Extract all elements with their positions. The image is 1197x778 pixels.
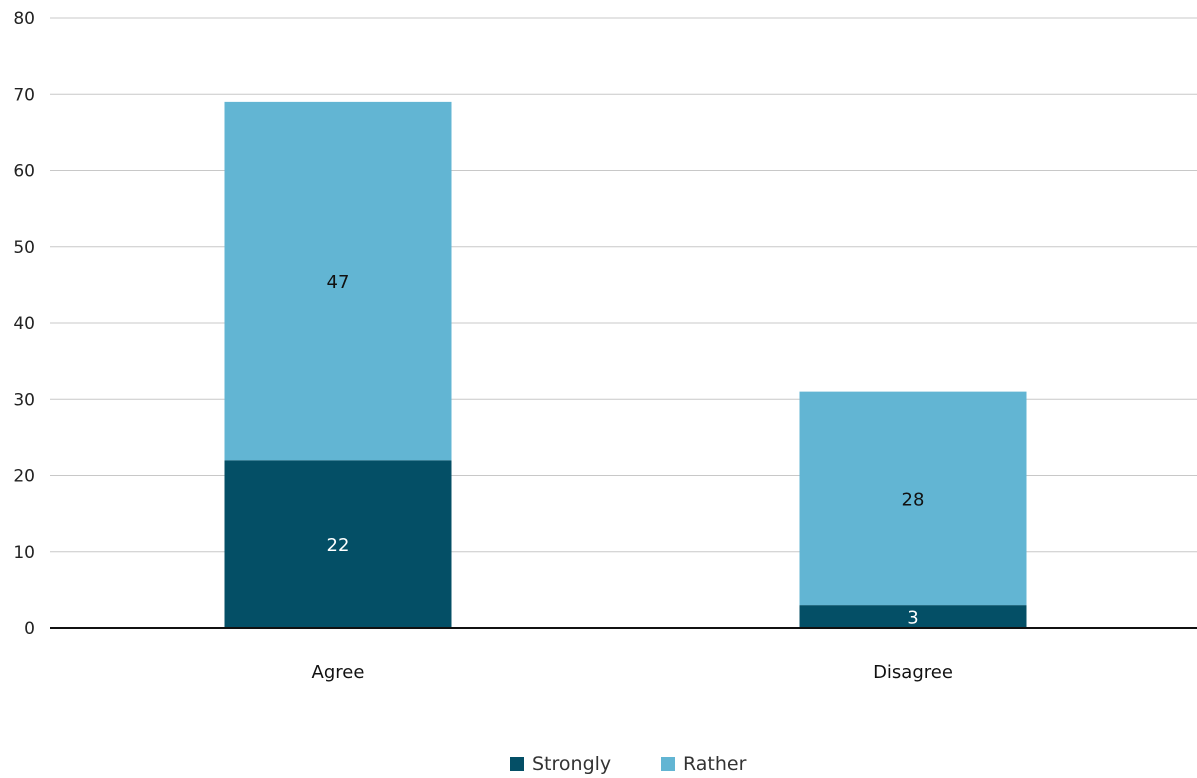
y-tick-label: 50 <box>13 238 35 258</box>
bar-segment-strongly <box>799 605 1027 628</box>
bar-segment-rather <box>799 391 1027 606</box>
data-label: 3 <box>907 608 918 629</box>
bar-segment-strongly <box>224 460 452 628</box>
y-tick-label: 80 <box>13 9 35 29</box>
legend-swatch-rather <box>661 757 675 771</box>
data-label: 28 <box>902 489 925 510</box>
y-tick-label: 60 <box>13 162 35 182</box>
x-axis-category-labels: Agree Disagree <box>312 662 953 683</box>
data-labels: 22 47 3 28 <box>327 272 925 629</box>
y-tick-label: 10 <box>13 543 35 563</box>
data-label: 22 <box>327 535 350 556</box>
legend-label-strongly: Strongly <box>532 753 611 775</box>
legend: Strongly Rather <box>510 753 747 775</box>
legend-swatch-strongly <box>510 757 524 771</box>
y-axis-tick-labels: 0 10 20 30 40 50 60 70 80 <box>13 9 35 639</box>
y-tick-label: 40 <box>13 314 35 334</box>
y-tick-label: 30 <box>13 390 35 410</box>
data-label: 47 <box>327 272 350 293</box>
y-tick-label: 0 <box>24 619 35 639</box>
legend-label-rather: Rather <box>683 753 747 775</box>
x-category-label: Disagree <box>873 662 953 683</box>
bar-segment-rather <box>224 101 452 461</box>
y-tick-label: 20 <box>13 467 35 487</box>
bars <box>224 101 1027 628</box>
x-category-label: Agree <box>312 662 365 683</box>
y-tick-label: 70 <box>13 85 35 105</box>
